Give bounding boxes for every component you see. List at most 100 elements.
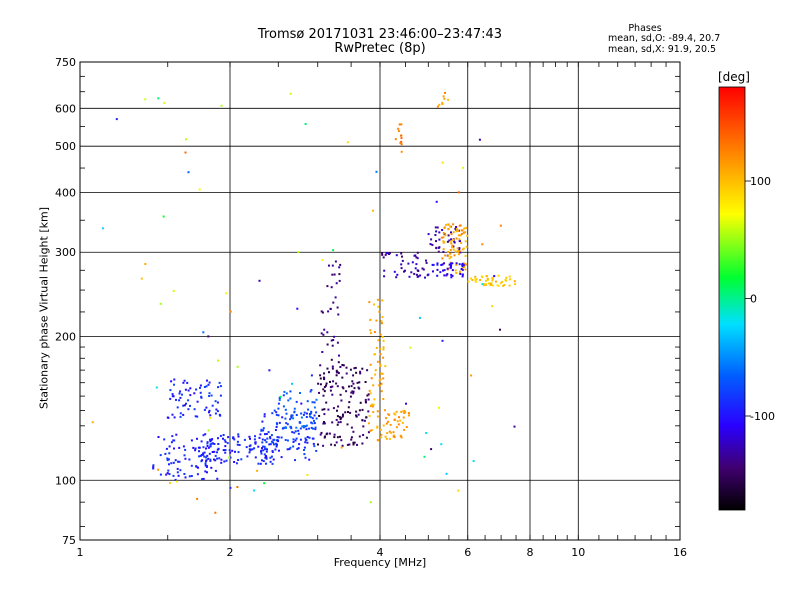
data-point bbox=[335, 282, 338, 285]
data-point bbox=[308, 458, 311, 461]
data-point bbox=[352, 382, 355, 385]
data-point bbox=[410, 271, 413, 274]
data-point bbox=[374, 369, 377, 372]
data-point bbox=[296, 448, 299, 450]
data-point bbox=[190, 475, 193, 477]
data-point bbox=[185, 402, 187, 405]
data-point bbox=[413, 254, 416, 257]
data-point bbox=[188, 458, 191, 461]
data-point bbox=[282, 426, 285, 429]
data-point bbox=[262, 429, 265, 432]
data-point bbox=[207, 429, 210, 432]
data-point bbox=[178, 460, 181, 463]
data-point bbox=[436, 263, 439, 266]
data-point bbox=[310, 374, 313, 377]
data-point bbox=[307, 408, 310, 411]
data-point bbox=[385, 417, 388, 420]
data-point bbox=[205, 447, 207, 450]
data-point bbox=[361, 408, 364, 411]
data-point bbox=[216, 451, 218, 454]
data-point bbox=[326, 331, 329, 334]
data-point bbox=[367, 393, 370, 396]
data-point bbox=[284, 408, 287, 411]
data-point bbox=[376, 410, 379, 413]
data-point bbox=[314, 426, 317, 429]
colorbar-ticks: 100 0 -100 bbox=[745, 175, 775, 423]
data-point bbox=[295, 426, 298, 429]
data-point bbox=[362, 425, 365, 428]
data-point bbox=[395, 410, 398, 413]
data-point bbox=[254, 442, 257, 445]
data-point bbox=[321, 408, 324, 411]
data-point bbox=[461, 266, 464, 269]
data-point bbox=[179, 415, 182, 418]
data-point bbox=[369, 501, 372, 504]
colorbar-tick-label: 0 bbox=[750, 293, 757, 306]
data-point bbox=[460, 242, 463, 244]
x-tick-label: 8 bbox=[527, 546, 534, 559]
data-point bbox=[382, 346, 385, 349]
data-point bbox=[379, 347, 381, 350]
data-point bbox=[446, 240, 449, 243]
data-point bbox=[195, 388, 198, 391]
data-point bbox=[187, 389, 190, 392]
data-point bbox=[340, 439, 343, 442]
data-point bbox=[333, 436, 336, 439]
data-point bbox=[218, 413, 221, 416]
data-point bbox=[270, 455, 273, 458]
data-point bbox=[236, 440, 239, 443]
y-axis-label: Stationary phase Virtual Height [km] bbox=[37, 206, 51, 410]
data-point bbox=[159, 454, 162, 457]
data-point bbox=[434, 234, 437, 236]
data-point bbox=[327, 310, 330, 313]
data-point bbox=[386, 432, 389, 435]
data-point bbox=[220, 461, 223, 464]
data-point bbox=[331, 344, 334, 347]
data-point bbox=[448, 263, 451, 266]
data-point bbox=[350, 426, 353, 429]
data-point bbox=[267, 431, 270, 434]
data-point bbox=[205, 456, 207, 459]
data-point bbox=[479, 279, 482, 281]
data-point bbox=[171, 435, 174, 438]
data-point bbox=[331, 385, 334, 388]
data-point bbox=[400, 252, 403, 255]
data-point bbox=[254, 435, 256, 438]
data-point bbox=[342, 364, 345, 367]
data-point bbox=[458, 247, 461, 250]
data-point bbox=[292, 441, 295, 443]
data-point bbox=[351, 380, 354, 383]
data-point bbox=[361, 419, 364, 422]
data-point bbox=[355, 410, 358, 413]
data-point bbox=[382, 356, 385, 359]
data-point bbox=[359, 370, 362, 373]
data-point bbox=[450, 233, 453, 236]
data-point bbox=[313, 422, 316, 425]
data-point bbox=[400, 134, 403, 137]
data-point bbox=[376, 360, 379, 363]
data-point bbox=[330, 443, 333, 446]
data-point bbox=[481, 276, 484, 279]
data-point bbox=[337, 372, 340, 375]
data-point bbox=[368, 414, 371, 417]
data-point bbox=[176, 471, 179, 474]
data-point bbox=[392, 435, 395, 438]
data-point bbox=[321, 258, 324, 261]
data-point bbox=[211, 404, 214, 407]
data-point bbox=[361, 442, 364, 445]
data-point bbox=[269, 437, 272, 440]
data-point bbox=[325, 382, 328, 385]
data-point bbox=[365, 416, 368, 419]
data-point bbox=[332, 301, 335, 304]
data-point bbox=[462, 166, 465, 169]
data-point bbox=[271, 450, 274, 452]
data-point bbox=[261, 459, 263, 462]
data-point bbox=[270, 440, 273, 443]
data-point bbox=[260, 428, 263, 431]
data-point bbox=[187, 171, 190, 174]
data-point bbox=[481, 283, 484, 286]
data-point bbox=[210, 466, 213, 469]
data-point bbox=[213, 443, 216, 445]
data-point bbox=[432, 270, 434, 273]
data-point bbox=[352, 443, 355, 446]
